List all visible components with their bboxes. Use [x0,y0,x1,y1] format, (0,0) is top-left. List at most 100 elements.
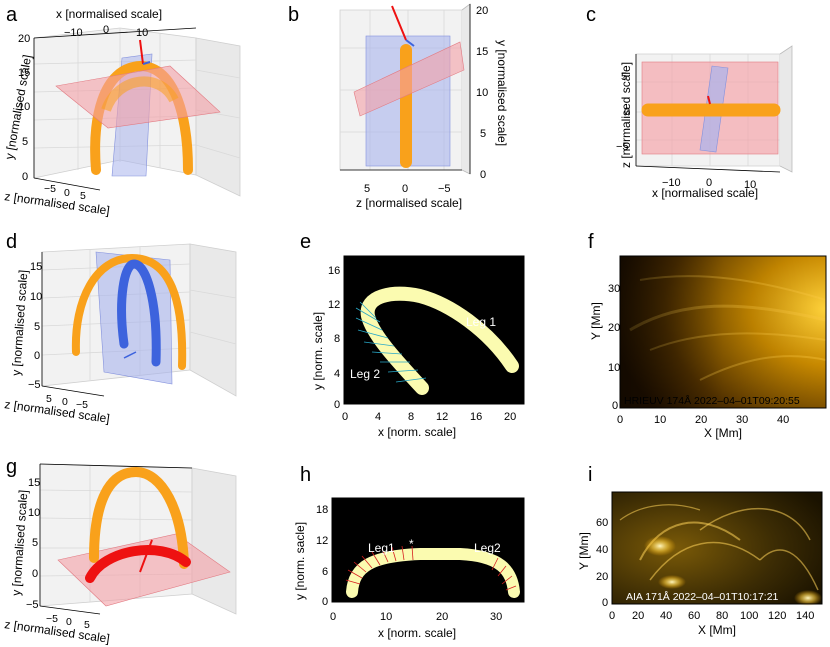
x-axis-line [635,165,781,173]
y-tick: 10 [18,101,30,113]
x-axis-label: x [norm. scale] [378,626,456,640]
axes-3d-side-pane [195,37,241,197]
z-tick: 5 [80,190,86,202]
y-tick: 15 [28,477,40,489]
y-tick: 8 [334,333,340,345]
y-tick: 60 [596,517,608,529]
x-axis-label: X [Mm] [704,426,742,440]
z-tick: −5 [44,183,56,195]
panel-label-i: i [588,464,592,486]
z-tick: 0 [624,106,630,118]
y-tick: 5 [34,321,40,333]
x-tick: 0 [330,611,336,623]
z-tick: −5 [46,613,58,625]
panel-g: g 15 10 5 0 −5 y [normalised scale] −5 0… [4,456,237,646]
panel-label-c: c [586,4,596,26]
x-tick: 100 [740,610,758,622]
x-tick: 20 [436,611,448,623]
panel-e: e Leg 1 Leg 2 16 12 8 4 0 y [norm. scale… [300,231,525,439]
z-axis-line [33,177,101,191]
x-tick: 40 [660,610,672,622]
axes-3d-side-pane [189,243,237,397]
z-tick: 5 [621,71,627,83]
y-axis-label: Y [Mm] [577,532,591,570]
cream-loop [360,286,519,395]
red-plane [353,41,465,117]
annotation-leg2: Leg2 [474,541,501,555]
y-tick: 20 [608,322,620,334]
solar-image-shade [620,256,826,408]
z-tick: 0 [64,187,70,199]
x-tick: 12 [436,411,448,423]
y-tick: −5 [28,379,41,391]
panel-label-d: d [6,231,17,253]
y-tick: 0 [334,399,340,411]
y-tick: 10 [608,362,620,374]
z-axis-label: z [normalised scale] [4,189,111,218]
y-tick: 0 [480,169,486,181]
x-tick: 10 [380,611,392,623]
x-tick: −10 [64,27,83,39]
y-tick: 12 [316,535,328,547]
red-vector [139,539,153,573]
z-tick: 5 [84,619,90,631]
panel-label-b: b [288,4,299,26]
y-tick: 0 [22,171,28,183]
z-axis-label: z [normalised scale] [619,62,633,168]
bright-kernel [644,536,676,556]
y-axis-label: Y [Mm] [589,302,603,340]
x-axis-label: x [normalised scale] [652,186,758,200]
x-axis-label: X [Mm] [698,623,736,637]
z-tick: 0 [62,396,68,408]
y-tick: 0 [322,596,328,608]
red-loop [85,545,191,583]
panel-i: i AIA 171Å 2022–04–01T10:17:21 60 40 20 … [577,464,823,637]
panel-f: f HRIEUV 174Å 2022–04–01T09:20:55 30 20 … [588,231,827,440]
image-caption: HRIEUV 174Å 2022–04–01T09:20:55 [624,394,800,407]
x-axis-line [39,463,193,469]
z-tick: 0 [402,183,408,195]
x-tick: 4 [375,411,381,423]
x-tick: 30 [490,611,502,623]
z-tick: −5 [438,183,451,195]
z-tick: −5 [616,141,629,153]
y-tick: 5 [22,136,28,148]
x-tick: 0 [617,414,623,426]
z-tick: 5 [46,393,52,405]
image-caption: AIA 171Å 2022–04–01T10:17:21 [626,590,779,603]
y-tick: 40 [596,544,608,556]
orange-loop [90,60,193,175]
x-tick: 16 [470,411,482,423]
plot-frame [619,255,827,409]
red-vector [391,5,407,41]
y-tick: 20 [18,33,30,45]
y-tick: 6 [322,566,328,578]
red-vector [707,95,711,105]
x-tick: 10 [744,179,756,191]
y-tick: 10 [28,507,40,519]
panel-label-e: e [300,231,311,253]
x-tick: 80 [716,610,728,622]
y-tick: 18 [316,504,328,516]
x-tick: 20 [632,610,644,622]
x-tick: 0 [342,411,348,423]
y-tick: −5 [26,599,39,611]
cross-section-cuts [355,301,427,383]
y-axis-label: y [norm. sacle] [293,522,307,600]
blue-vector [142,61,151,65]
y-tick: 0 [34,350,40,362]
panel-d: d 15 10 5 0 −5 y [normalised scale] 5 0 … [4,231,237,426]
y-tick: 15 [476,46,488,58]
panel-label-f: f [588,231,594,253]
x-tick: 0 [103,24,109,36]
panel-h: h Leg1 Leg2 * 18 12 6 0 y [norm. sacle] … [293,464,525,640]
panel-label-a: a [6,4,18,26]
annotation-leg2: Leg 2 [350,367,380,381]
y-tick: 4 [334,368,340,380]
z-axis-line [41,385,105,397]
x-tick: 0 [706,177,712,189]
cross-section-cuts [345,545,517,591]
x-tick: 40 [777,414,789,426]
x-tick: 20 [695,414,707,426]
